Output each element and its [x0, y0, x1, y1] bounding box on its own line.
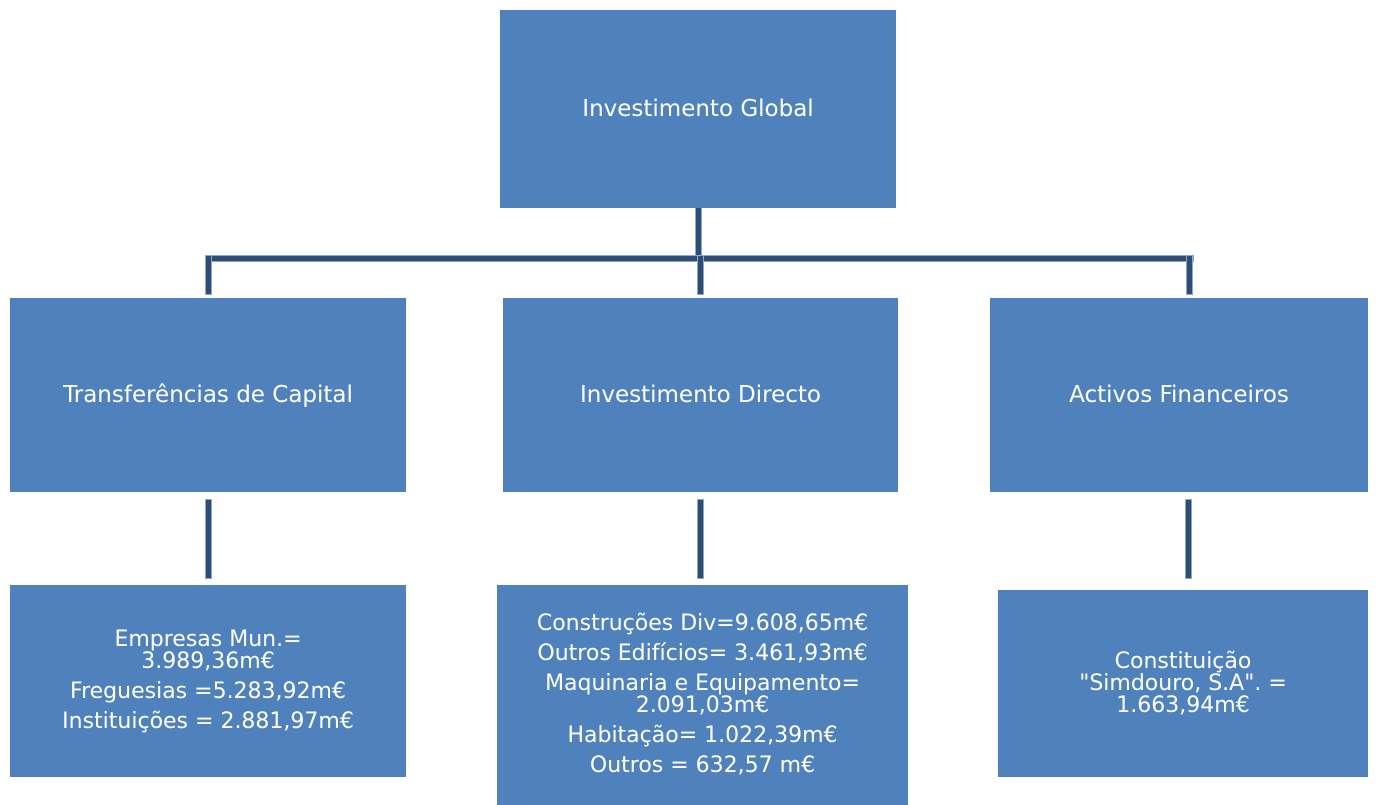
leaf-item: Instituições = 2.881,97m€ [62, 711, 354, 733]
leaf-text: Habitação= 1.022,39m€ [567, 723, 838, 748]
leaf-text: Constituição [1114, 648, 1252, 674]
connector [1187, 256, 1192, 294]
leaf-item: Maquinaria e Equipamento= 2.091,03m€ [545, 673, 860, 717]
connector [698, 500, 703, 578]
branch-label: Activos Financeiros [1069, 382, 1289, 408]
leaf-item: Empresas Mun.= 3.989,36m€ [114, 629, 301, 673]
leaf-text: 2.091,03m€ [635, 693, 770, 718]
connector [698, 256, 703, 294]
leaf-text: Freguesias =5.283,92m€ [70, 679, 346, 704]
connector [206, 500, 211, 578]
leaf-text: Maquinaria e Equipamento= [545, 671, 860, 696]
leaf-text: Empresas Mun.= [114, 627, 302, 652]
leaf-box: Empresas Mun.= 3.989,36m€ Freguesias =5.28… [10, 585, 406, 777]
connector [696, 208, 701, 260]
branch-box: Activos Financeiros [990, 298, 1368, 492]
branch-box: Investimento Directo [503, 298, 898, 492]
root-label: Investimento Global [582, 96, 814, 122]
connector [206, 256, 211, 294]
leaf-box: Constituição "Simdouro, S.A". = 1.663,94m€ [998, 590, 1368, 777]
leaf-item: Outros Edifícios= 3.461,93m€ [537, 643, 867, 665]
leaf-text: Construções Div=9.608,65m€ [536, 611, 869, 636]
leaf-text: 3.989,36m€ [141, 649, 275, 674]
leaf-item: Construções Div=9.608,65m€ [537, 613, 868, 635]
leaf-item: Habitação= 1.022,39m€ [567, 725, 837, 747]
branch-label: Transferências de Capital [63, 382, 353, 408]
connector [1186, 500, 1191, 578]
leaf-text: Outros Edifícios= 3.461,93m€ [537, 641, 868, 666]
leaf-text: Outros = 632,57 m€ [589, 753, 816, 778]
branch-box: Transferências de Capital [10, 298, 406, 492]
branch-label: Investimento Directo [580, 382, 821, 408]
leaf-item: Freguesias =5.283,92m€ [70, 681, 346, 703]
leaf-text: "Simdouro, S.A". = [1079, 670, 1287, 696]
root-box: Investimento Global [500, 10, 896, 208]
leaf-text: Instituições = 2.881,97m€ [62, 709, 354, 734]
leaf-item: Outros = 632,57 m€ [590, 755, 815, 777]
leaf-item: Constituição "Simdouro, S.A". = 1.663,94m€ [1079, 648, 1287, 718]
leaf-box: Construções Div=9.608,65m€ Outros Edifíci… [497, 585, 908, 805]
leaf-text: 1.663,94m€ [1116, 692, 1250, 718]
